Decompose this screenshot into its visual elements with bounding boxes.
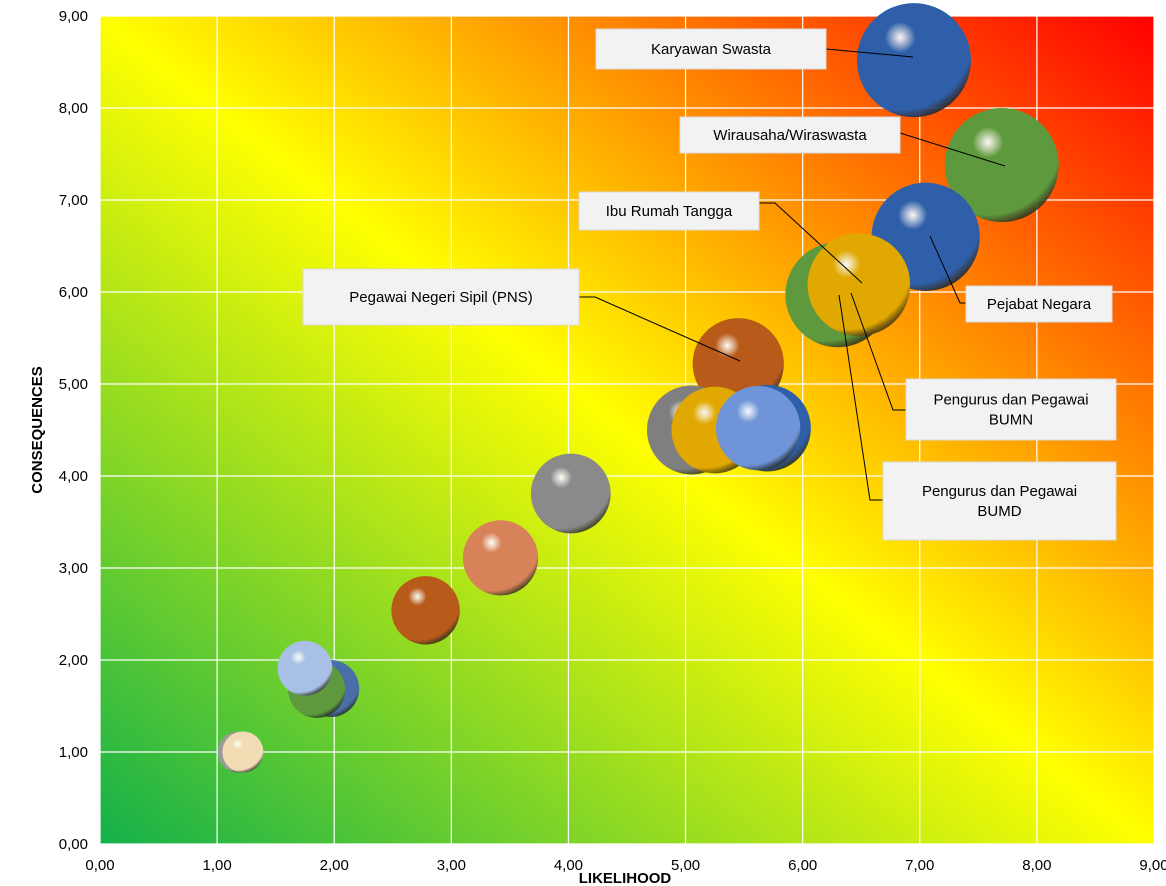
bubble	[277, 640, 333, 696]
bubble	[715, 385, 801, 471]
bubble	[530, 453, 611, 534]
x-tick-label: 0,00	[85, 857, 114, 874]
leader-line	[825, 48, 914, 58]
data-label-box	[905, 378, 1117, 441]
leader-line	[929, 235, 966, 304]
leader-line	[759, 202, 863, 284]
data-label-box	[679, 116, 901, 154]
data-label: BUMD	[977, 503, 1021, 520]
x-tick-label: 6,00	[788, 857, 817, 874]
data-label-box	[302, 268, 580, 326]
y-tick-label: 6,00	[59, 284, 88, 301]
data-label: Ibu Rumah Tangga	[606, 203, 733, 220]
data-label: BUMN	[989, 412, 1033, 429]
x-tick-label: 3,00	[437, 857, 466, 874]
x-tick-label: 1,00	[203, 857, 232, 874]
y-tick-label: 8,00	[59, 100, 88, 117]
bubble	[856, 3, 971, 118]
data-label-box	[595, 28, 827, 70]
data-label: Karyawan Swasta	[651, 41, 772, 58]
data-label-box	[578, 191, 760, 231]
y-tick-label: 2,00	[59, 652, 88, 669]
x-tick-label: 4,00	[554, 857, 583, 874]
leader-line	[850, 292, 906, 411]
y-axis-title: CONSEQUENCES	[29, 366, 46, 494]
y-tick-label: 4,00	[59, 468, 88, 485]
x-axis-title: LIKELIHOOD	[579, 870, 672, 886]
y-tick-label: 0,00	[59, 836, 88, 853]
x-tick-label: 7,00	[905, 857, 934, 874]
data-label-box	[965, 285, 1113, 323]
bubble	[462, 520, 539, 596]
data-label: Pengurus dan Pegawai	[933, 392, 1088, 409]
y-tick-label: 9,00	[59, 8, 88, 25]
y-tick-label: 3,00	[59, 560, 88, 577]
x-tick-label: 5,00	[671, 857, 700, 874]
data-label: Pejabat Negara	[987, 296, 1092, 313]
x-tick-label: 2,00	[320, 857, 349, 874]
data-label-box	[882, 461, 1117, 541]
y-tick-label: 1,00	[59, 744, 88, 761]
annotations: Karyawan Swasta Wirausaha/Wiraswasta Ibu R…	[302, 28, 1117, 541]
y-tick-label: 7,00	[59, 192, 88, 209]
leader-line	[579, 296, 741, 362]
data-label: Pegawai Negeri Sipil (PNS)	[349, 289, 532, 306]
leader-line	[899, 132, 1006, 167]
x-tick-label: 9,00	[1139, 857, 1166, 874]
bubble	[807, 233, 911, 336]
axis-ticks: 0,00 1,00 2,00 3,00 4,00 5,00 6,00 7,00 8,00 9,00…	[59, 8, 1166, 874]
data-label: Pengurus dan Pegawai	[922, 483, 1077, 500]
bubble-series	[217, 3, 1059, 773]
y-tick-label: 5,00	[59, 376, 88, 393]
x-tick-label: 8,00	[1022, 857, 1051, 874]
data-label: Wirausaha/Wiraswasta	[713, 127, 867, 144]
bubble	[391, 576, 460, 645]
leader-line	[838, 294, 883, 501]
bubble	[222, 731, 264, 773]
